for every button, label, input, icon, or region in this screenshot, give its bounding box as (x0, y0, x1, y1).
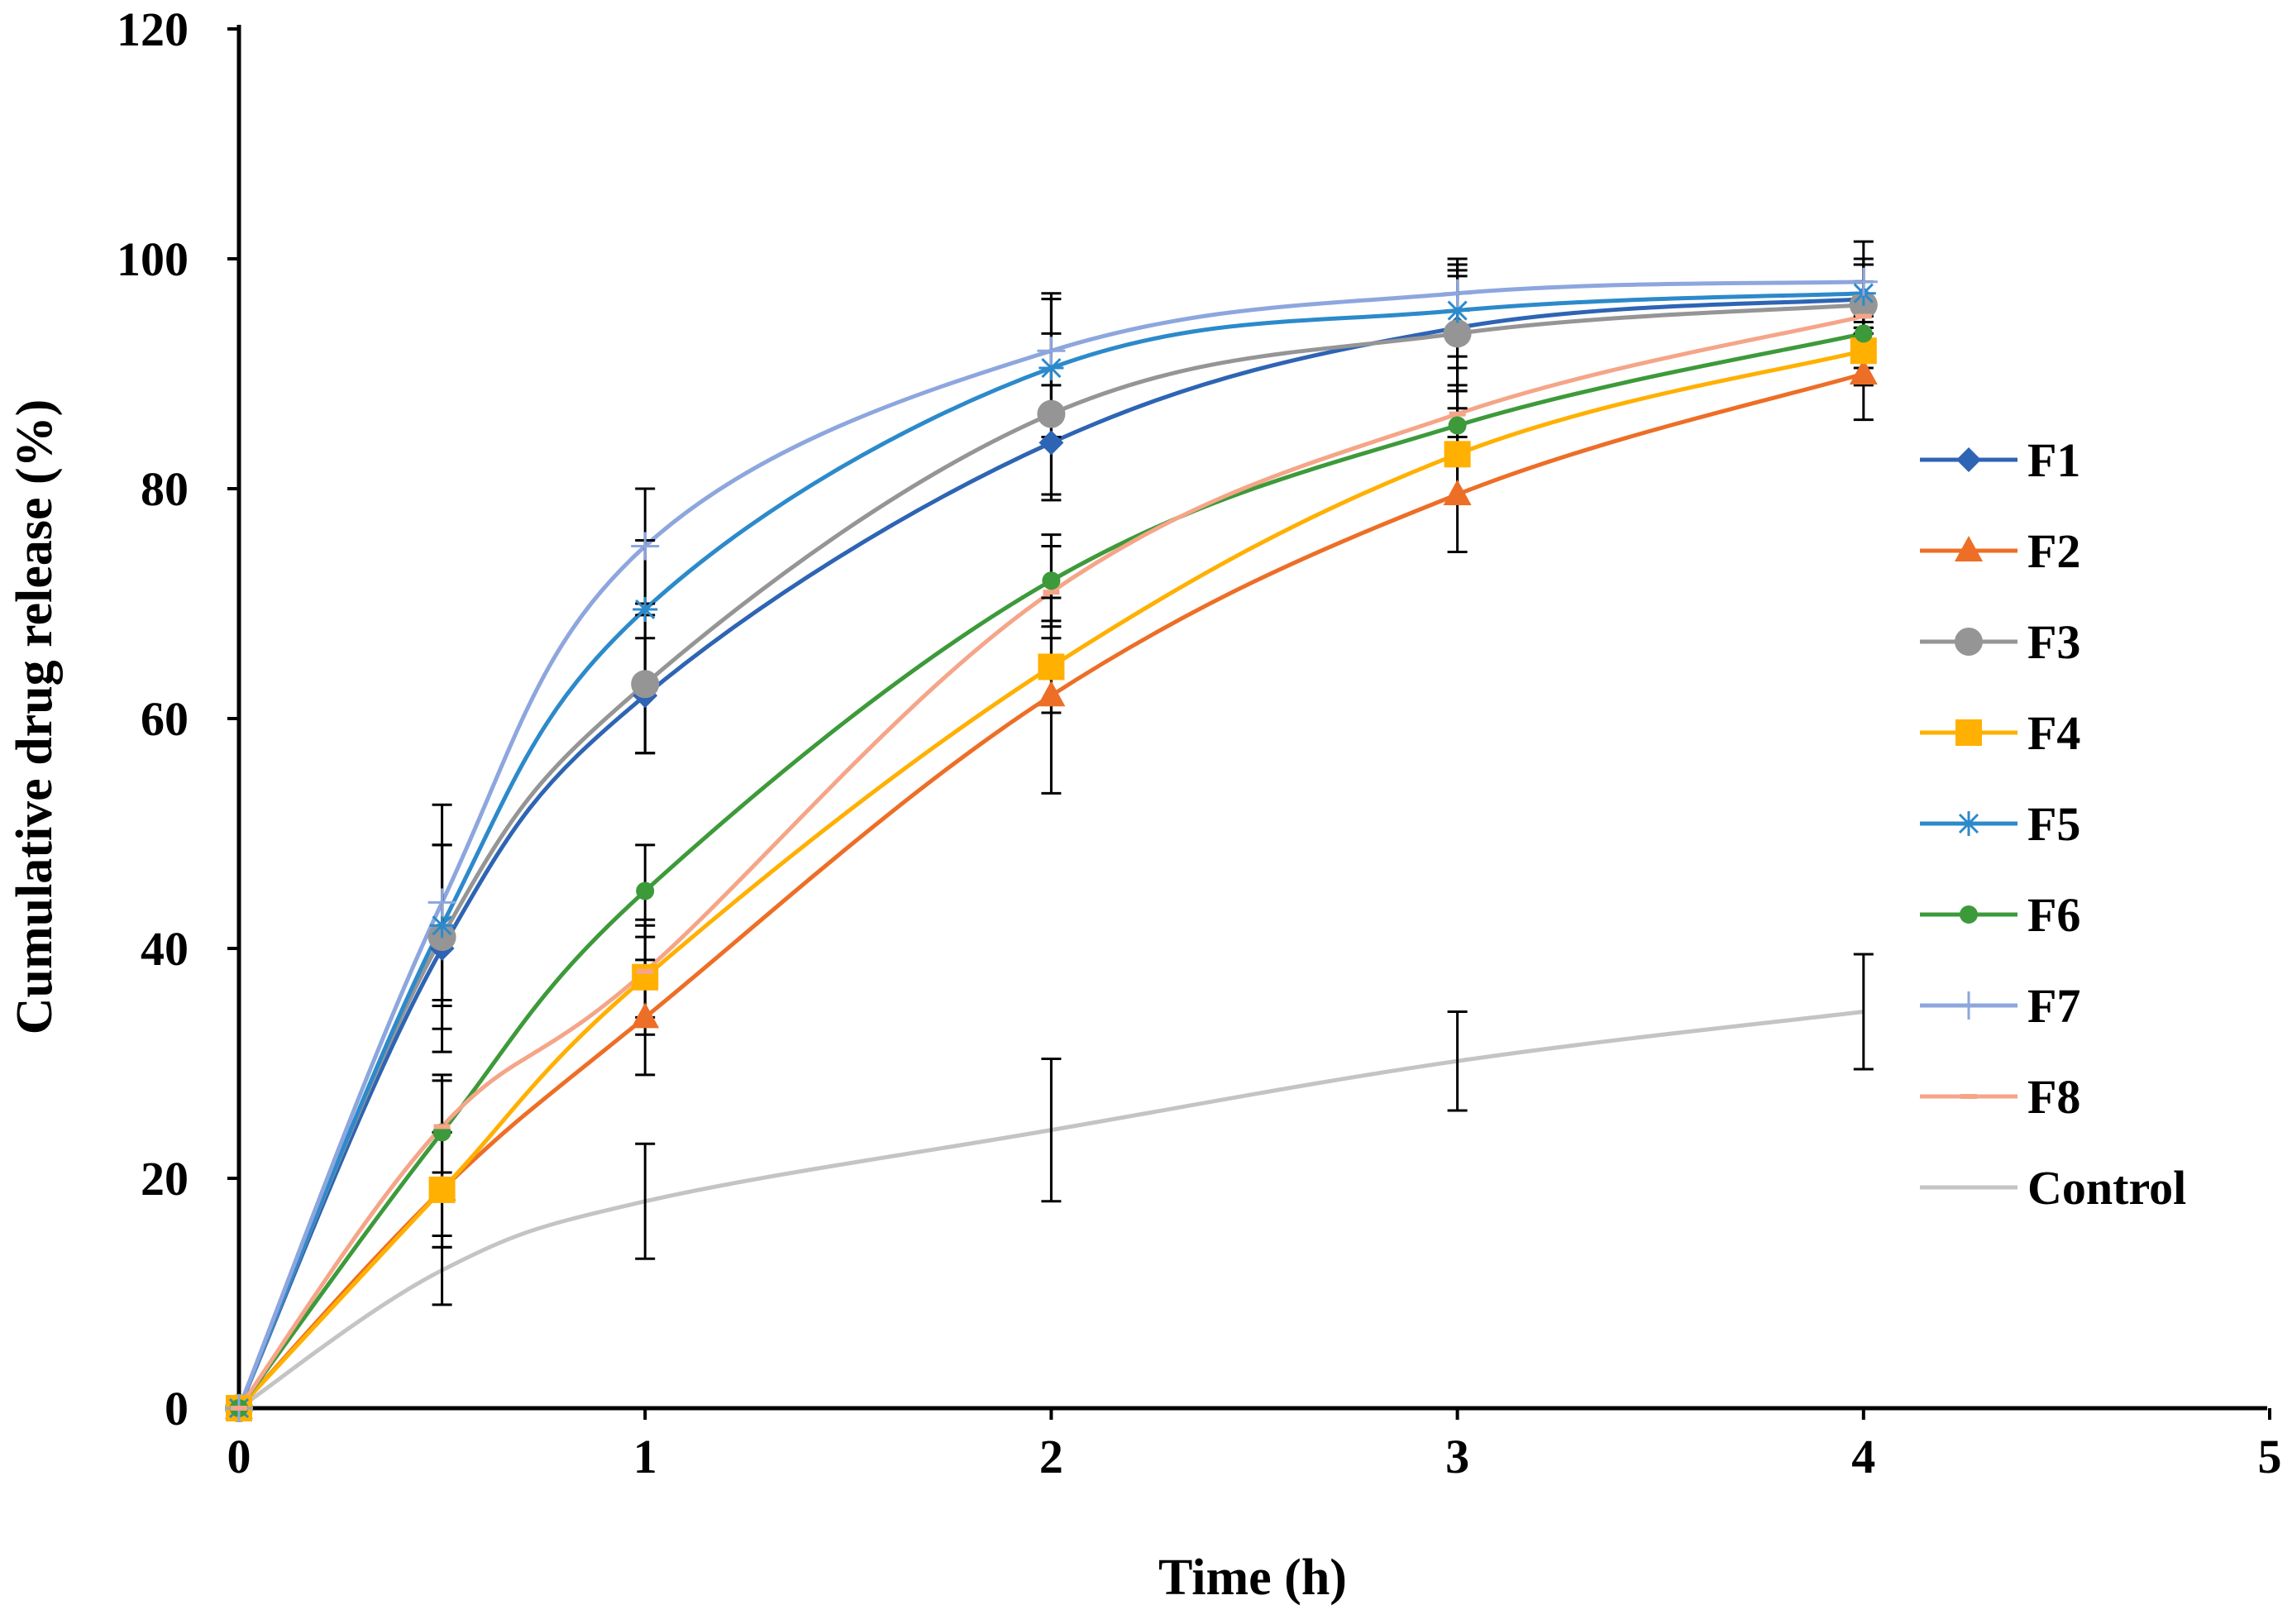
data-point-f8 (1449, 411, 1466, 417)
data-point-f4 (632, 963, 659, 991)
data-point-f2 (631, 1002, 660, 1029)
data-point-f3 (1443, 319, 1472, 348)
legend-marker-f1 (1956, 447, 1981, 472)
legend-label-f3: F3 (2027, 615, 2080, 669)
legend-marker-f7 (1955, 991, 1983, 1020)
legend-label-f4: F4 (2027, 706, 2080, 760)
error-bar-control (1447, 1010, 1468, 1112)
series-markers (225, 267, 1878, 1422)
data-point-f5 (633, 596, 658, 622)
legend-label-f8: F8 (2027, 1070, 2080, 1124)
data-point-f8 (231, 1406, 247, 1411)
data-point-f7 (631, 532, 660, 561)
legend-marker-f6 (1960, 905, 1978, 924)
data-point-f7 (1849, 267, 1878, 296)
error-bar-control (432, 1235, 452, 1306)
series-line-f5 (236, 291, 1864, 1409)
data-point-f5 (1444, 298, 1470, 323)
data-point-f8 (433, 1124, 451, 1130)
y-axis-title: Cumulative drug release (%) (7, 399, 63, 1035)
x-axis-title: Time (h) (1158, 1550, 1347, 1606)
data-point-f2 (1037, 681, 1066, 707)
data-point-f7 (1037, 337, 1066, 365)
y-tick-label: 20 (141, 1152, 189, 1206)
data-point-f4 (428, 1176, 456, 1203)
data-point-f7 (427, 888, 456, 917)
error-bar-control (1853, 953, 1874, 1071)
data-point-f8 (1043, 590, 1060, 595)
x-tick-label: 4 (1851, 1430, 1875, 1483)
x-tick-label: 5 (2258, 1430, 2282, 1483)
legend-label-f7: F7 (2027, 979, 2080, 1033)
data-point-f1 (1039, 430, 1064, 456)
data-point-f8 (637, 968, 654, 974)
y-tick-label: 80 (141, 462, 189, 516)
data-point-f6 (1854, 324, 1873, 343)
series-line-f6 (236, 331, 1865, 1410)
series-line-f7 (236, 279, 1864, 1409)
legend-marker-f2 (1955, 536, 1983, 561)
x-tick-label: 2 (1039, 1430, 1063, 1483)
legend-marker-f4 (1955, 719, 1982, 746)
y-tick-label: 60 (141, 692, 189, 746)
data-point-f6 (636, 881, 655, 900)
data-point-f4 (1038, 653, 1065, 681)
legend-marker-f8 (1960, 1094, 1977, 1099)
y-tick-label: 40 (141, 922, 189, 976)
y-tick-label: 100 (117, 232, 189, 286)
data-point-f2 (1443, 479, 1472, 505)
legend-label-control: Control (2027, 1161, 2186, 1215)
data-point-f6 (1448, 416, 1467, 435)
series-line-f1 (236, 297, 1864, 1410)
x-tick-label: 1 (633, 1430, 657, 1483)
legend-label-f6: F6 (2027, 888, 2080, 942)
y-tick-label: 0 (165, 1382, 189, 1435)
data-point-f3 (631, 670, 660, 699)
legend-marker-f3 (1955, 628, 1983, 656)
data-point-f7 (1443, 279, 1472, 308)
series-line-f3 (236, 303, 1864, 1409)
data-point-f5 (429, 913, 455, 939)
legend-label-f2: F2 (2027, 524, 2080, 578)
error-bar-control (635, 1142, 656, 1260)
y-tick-label: 120 (117, 2, 189, 56)
data-point-f2 (1849, 359, 1878, 385)
data-point-f5 (1039, 356, 1064, 381)
data-point-f4 (1444, 441, 1471, 468)
data-point-f3 (1037, 399, 1066, 428)
legend-label-f5: F5 (2027, 797, 2080, 851)
y-axis-ticks: 0 20 40 60 80 100 120 (117, 2, 239, 1435)
x-axis-ticks: 0 1 2 3 4 5 (227, 1408, 2282, 1483)
x-tick-label: 0 (227, 1430, 251, 1483)
legend-marker-f5 (1956, 811, 1981, 836)
series-line-f8 (236, 314, 1865, 1410)
data-point-f6 (1042, 571, 1061, 590)
legend-label-f1: F1 (2027, 433, 2080, 487)
error-bar-control (1041, 1057, 1062, 1203)
x-tick-label: 3 (1445, 1430, 1469, 1483)
data-point-f8 (1855, 313, 1872, 319)
legend: F1 F2 F3 F4 F5 F6 F7 F8 Control (1920, 433, 2186, 1215)
